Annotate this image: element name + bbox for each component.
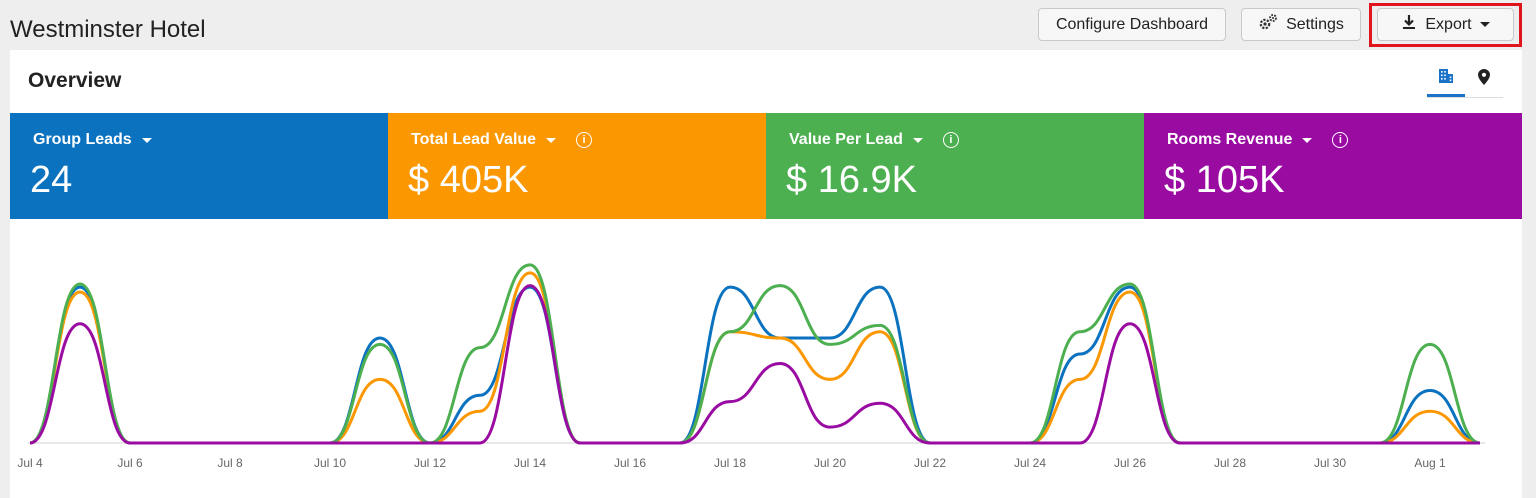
kpi-label: Rooms Revenue	[1167, 131, 1293, 148]
info-icon[interactable]: i	[1332, 132, 1349, 148]
building-view-tab[interactable]	[1427, 62, 1465, 97]
kpi-group-leads: Group Leads 24	[10, 113, 388, 219]
building-icon	[1438, 68, 1454, 89]
x-tick-label: Jul 12	[414, 456, 446, 470]
kpi-value-per-lead-dropdown[interactable]: Value Per Lead i	[789, 131, 959, 149]
kpi-row: Group Leads 24 Total Lead Value i $ 405K…	[10, 113, 1522, 219]
kpi-value: $ 405K	[408, 159, 529, 201]
kpi-label: Total Lead Value	[411, 131, 537, 148]
kpi-total-lead-value-dropdown[interactable]: Total Lead Value i	[411, 131, 593, 149]
x-tick-label: Jul 22	[914, 456, 946, 470]
export-label: Export	[1425, 15, 1472, 33]
configure-dashboard-button[interactable]: Configure Dashboard	[1038, 8, 1226, 41]
kpi-rooms-revenue-dropdown[interactable]: Rooms Revenue i	[1167, 131, 1349, 149]
kpi-total-lead-value: Total Lead Value i $ 405K	[388, 113, 766, 219]
x-tick-label: Jul 24	[1014, 456, 1046, 470]
overview-title: Overview	[28, 69, 122, 92]
map-view-tab[interactable]	[1465, 62, 1503, 97]
kpi-group-leads-dropdown[interactable]: Group Leads	[33, 131, 152, 149]
series-line-1	[29, 271, 1481, 445]
x-tick-label: Jul 18	[714, 456, 746, 470]
top-bar: Westminster Hotel Configure Dashboard Se…	[0, 0, 1536, 50]
x-tick-label: Jul 16	[614, 456, 646, 470]
kpi-value: $ 105K	[1164, 159, 1285, 201]
info-icon[interactable]: i	[576, 132, 593, 148]
hotel-title: Westminster Hotel	[10, 16, 206, 43]
x-tick-label: Jul 14	[514, 456, 546, 470]
series-line-3	[29, 284, 1480, 445]
chevron-down-icon	[546, 137, 557, 143]
kpi-rooms-revenue: Rooms Revenue i $ 105K	[1144, 113, 1522, 219]
download-icon	[1401, 14, 1417, 35]
x-tick-label: Jul 6	[117, 456, 143, 470]
x-tick-label: Jul 26	[1114, 456, 1146, 470]
info-icon[interactable]: i	[942, 132, 959, 148]
settings-button[interactable]: Settings	[1241, 8, 1361, 41]
x-tick-label: Aug 1	[1414, 456, 1446, 470]
kpi-value-per-lead: Value Per Lead i $ 16.9K	[766, 113, 1144, 219]
series-line-2	[29, 263, 1481, 445]
settings-label: Settings	[1286, 15, 1344, 33]
export-highlight	[1369, 3, 1522, 47]
x-tick-label: Jul 10	[314, 456, 346, 470]
x-tick-label: Jul 4	[17, 456, 43, 470]
chevron-down-icon	[1479, 22, 1490, 27]
export-button[interactable]: Export	[1377, 8, 1514, 41]
chevron-down-icon	[1302, 137, 1313, 143]
trend-line-chart: Jul 4 Jul 6 Jul 8 Jul 10 Jul 12 Jul 14 Jul 16 J…	[17, 263, 1485, 470]
map-pin-icon	[1478, 69, 1490, 90]
x-tick-label: Jul 20	[814, 456, 846, 470]
overview-card: Overview	[10, 50, 1522, 498]
x-tick-label: Jul 8	[217, 456, 243, 470]
kpi-value: 24	[30, 159, 73, 201]
kpi-value: $ 16.9K	[786, 159, 917, 201]
kpi-label: Group Leads	[33, 131, 132, 148]
x-tick-label: Jul 30	[1314, 456, 1346, 470]
kpi-label: Value Per Lead	[789, 131, 903, 148]
view-toggle	[1427, 62, 1503, 98]
x-tick-label: Jul 28	[1214, 456, 1246, 470]
chevron-down-icon	[912, 137, 923, 143]
gears-icon	[1258, 13, 1278, 36]
configure-dashboard-label: Configure Dashboard	[1055, 15, 1209, 33]
chevron-down-icon	[141, 137, 152, 143]
